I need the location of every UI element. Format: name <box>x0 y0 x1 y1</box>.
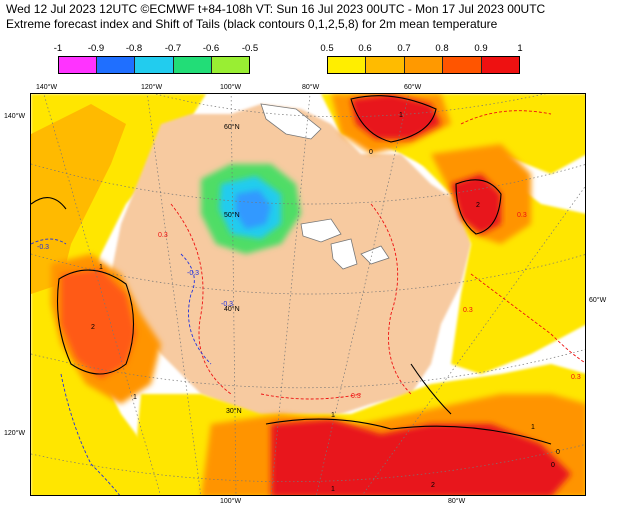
colorbar-pos-swatch-4 <box>443 57 482 73</box>
contour-label-red: 0.3 <box>517 212 527 219</box>
lon-label-top: 60°W <box>404 84 422 91</box>
lon-label-top: 100°W <box>220 84 242 91</box>
colorbar-neg-label: -0.9 <box>87 43 105 54</box>
lon-label-bottom: 100°W <box>220 498 242 505</box>
contour-label-black: 1 <box>531 424 535 431</box>
contour-label-red: 0.3 <box>351 393 361 400</box>
lon-label-top: 140°W <box>36 84 58 91</box>
red-contour <box>260 393 362 400</box>
colorbar-neg-swatch-3 <box>135 57 174 73</box>
contour-label-black: 0 <box>369 149 373 156</box>
great-lake <box>300 218 342 243</box>
lon-label-right: 60°W <box>589 297 607 304</box>
colorbar-pos-swatch-3 <box>404 57 444 73</box>
efi-map: 60°N 50°N 40°N 30°N 0.3 0.3 0.3 0.3 0.3 … <box>30 93 586 496</box>
lon-label-bottom: 80°W <box>448 498 466 505</box>
contour-label-black: 0 <box>556 449 560 456</box>
meridian-line <box>146 94 202 495</box>
contour-label-blue: -0.3 <box>37 244 50 251</box>
colorbar-negative <box>58 56 250 74</box>
contour-label-black: 1 <box>331 412 335 419</box>
black-contour <box>31 197 67 210</box>
red-contours <box>170 110 585 400</box>
colorbar-positive <box>327 56 520 74</box>
black-contour <box>350 95 437 143</box>
black-contour <box>265 418 552 445</box>
red-contour <box>370 203 412 395</box>
meridian-line <box>316 94 410 495</box>
header-title: Wed 12 Jul 2023 12UTC ©ECMWF t+84-108h V… <box>6 2 546 16</box>
lon-label-left: 120°W <box>4 430 26 437</box>
red-contour <box>460 110 552 125</box>
hudson-bay <box>260 103 322 140</box>
contour-label-red: 0.3 <box>158 232 168 239</box>
lat-label-interior: 40°N <box>224 306 240 313</box>
efi-map-svg <box>31 94 585 495</box>
colorbar-neg-label: -0.6 <box>202 43 220 54</box>
contour-label-black: 1 <box>331 486 335 493</box>
colorbar-pos-label: 0.5 <box>320 43 334 54</box>
red-contour <box>470 273 585 364</box>
contour-label-red: 0.3 <box>463 307 473 314</box>
lon-label-top: 120°W <box>141 84 163 91</box>
meridian-line <box>230 94 237 495</box>
colorbar-pos-label: 0.7 <box>397 43 411 54</box>
black-contours <box>31 95 552 445</box>
efi-region-southwest-red <box>61 269 136 379</box>
contour-label-blue: -0.3 <box>221 301 234 308</box>
contour-label-black: 2 <box>91 324 95 331</box>
contour-label-black: 2 <box>476 202 480 209</box>
great-lake <box>360 245 390 265</box>
contour-label-black: 1 <box>99 264 103 271</box>
colorbar-positive-labels: 0.5 0.6 0.7 0.8 0.9 1 <box>320 43 523 55</box>
blue-contour <box>180 253 212 365</box>
contour-label-blue: -0.3 <box>187 270 200 277</box>
contour-label-black: 0 <box>551 462 555 469</box>
colorbar-neg-label: -0.8 <box>125 43 143 54</box>
lat-label-interior: 30°N <box>226 408 242 415</box>
black-contour <box>455 179 502 235</box>
colorbar-negative-labels: -1 -0.9 -0.8 -0.7 -0.6 -0.5 <box>54 43 258 55</box>
header-subtitle: Extreme forecast index and Shift of Tail… <box>6 17 498 31</box>
red-contour <box>170 203 232 395</box>
colorbar-neg-swatch-5 <box>211 57 250 73</box>
colorbar-pos-label: 0.6 <box>358 43 372 54</box>
colorbar-neg-swatch-1 <box>59 57 98 73</box>
colorbar-pos-swatch-1 <box>328 57 367 73</box>
efi-region-east-yellow <box>411 154 585 374</box>
contour-label-black: 1 <box>133 394 137 401</box>
black-contour <box>57 269 135 375</box>
efi-region-west-orange <box>31 104 126 294</box>
meridian-line <box>270 94 311 495</box>
colorbar-neg-label: -1 <box>53 43 63 54</box>
colorbar-pos-label: 0.9 <box>474 43 488 54</box>
efi-region-northeast-red <box>351 94 441 139</box>
great-lake <box>330 238 358 270</box>
graticule <box>31 94 585 495</box>
colorbar-pos-label: 1 <box>517 43 523 54</box>
lon-label-left: 140°W <box>4 113 26 120</box>
blue-contour <box>60 373 120 495</box>
contour-label-red: 0.3 <box>571 374 581 381</box>
contour-label-black: 1 <box>399 112 403 119</box>
parallel-line <box>31 253 585 295</box>
lon-label-top: 80°W <box>302 84 320 91</box>
contour-label-black: 2 <box>431 482 435 489</box>
blue-contours <box>31 238 212 495</box>
efi-region-cold-blue <box>236 190 271 229</box>
parallel-line <box>31 163 585 205</box>
meridian-line <box>362 186 585 495</box>
parallel-line <box>31 444 585 483</box>
lat-label-interior: 60°N <box>224 124 240 131</box>
colorbar-pos-label: 0.8 <box>435 43 449 54</box>
colorbar-pos-swatch-5 <box>481 57 520 73</box>
colorbar-neg-label: -0.5 <box>241 43 259 54</box>
black-contour <box>410 363 452 415</box>
efi-region-south-red <box>271 419 571 495</box>
colorbar-pos-swatch-2 <box>366 57 405 73</box>
colorbar-neg-swatch-2 <box>97 57 136 73</box>
lat-label-interior: 50°N <box>224 212 240 219</box>
colorbar-neg-swatch-4 <box>173 57 212 73</box>
colorbar-neg-label: -0.7 <box>164 43 182 54</box>
